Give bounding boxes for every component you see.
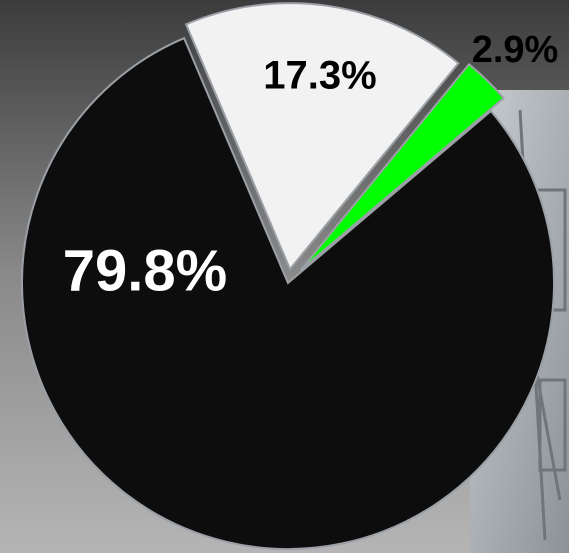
- data-label: 2.9%: [472, 29, 559, 71]
- data-label: 17.3%: [263, 54, 376, 98]
- pie-slice: [299, 62, 505, 271]
- pie-slice: [184, 2, 460, 272]
- data-label: 79.8%: [63, 238, 227, 303]
- pie-slice: [21, 36, 555, 550]
